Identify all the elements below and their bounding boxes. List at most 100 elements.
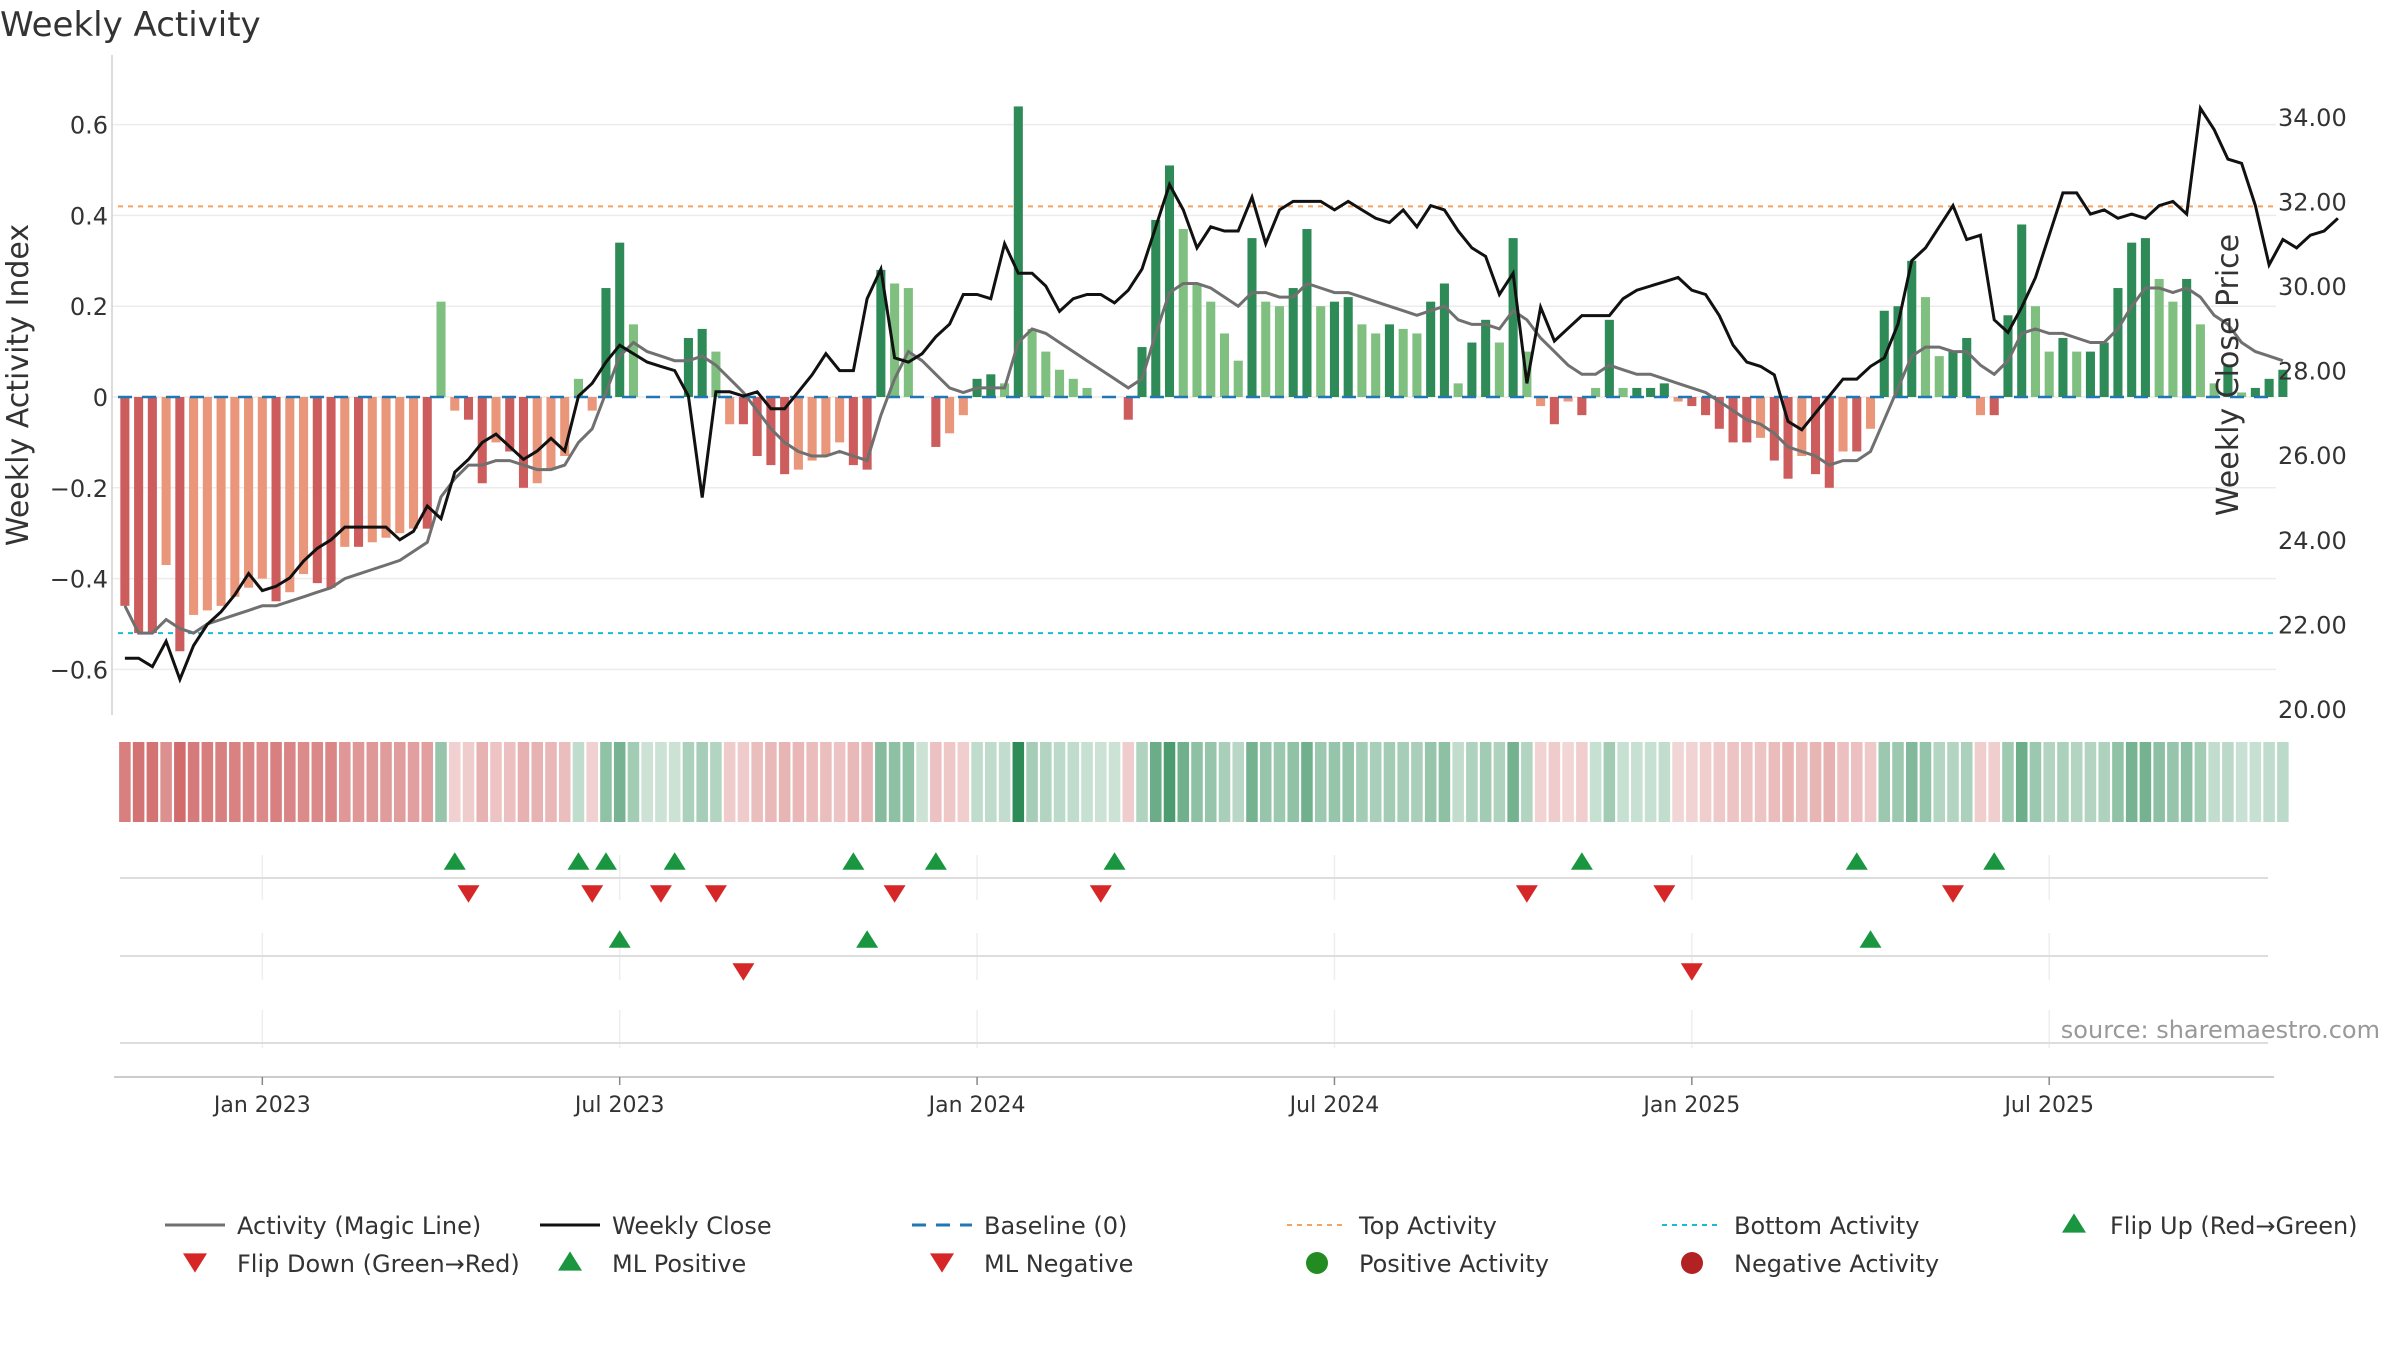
activity-bar-137 [2003,315,2013,397]
heat-cell-147 [2139,742,2152,822]
legend-swatch-flip-down [183,1253,207,1273]
activity-bar-15 [326,397,336,588]
activity-bar-32 [560,397,570,457]
activity-bar-0 [120,397,130,606]
activity-bar-88 [1329,301,1339,397]
heat-cell-121 [1782,742,1794,822]
activity-bar-31 [546,397,556,470]
activity-bar-139 [2030,306,2040,397]
legend-label-2: Baseline (0) [984,1212,1127,1240]
heat-cell-148 [2153,742,2165,822]
heat-cell-21 [407,742,420,822]
heat-cell-35 [600,742,612,822]
activity-bar-111 [1646,387,1656,397]
activity-bar-79 [1206,301,1216,397]
x-tick-label-5: Jul 2025 [2002,1093,2094,1118]
ml-positive-marker [608,930,631,948]
activity-bar-101 [1508,238,1518,397]
activity-bar-149 [2168,301,2178,397]
heat-cell-56 [888,742,901,822]
activity-bar-107 [1591,387,1601,397]
activity-bar-37 [628,324,638,397]
activity-bar-41 [683,337,693,397]
activity-bar-76 [1164,165,1175,397]
right-y-ticks: 34.00 32.00 30.00 28.00 26.00 24.00 22.00 20.00 [2278,104,2347,724]
activity-bar-126 [1852,397,1862,452]
heat-cell-157 [2277,742,2289,822]
activity-bar-54 [862,397,872,470]
flip-up-marker [594,852,617,870]
heat-cell-114 [1686,742,1698,822]
activity-bar-95 [1426,301,1436,397]
legend-item-5: Flip Up (Red→Green) [2062,1212,2358,1240]
heat-cell-124 [1823,742,1836,822]
heat-cell-52 [833,742,846,822]
heat-cell-119 [1754,742,1767,822]
activity-bar-16 [340,397,350,547]
activity-bar-155 [2250,387,2260,397]
heat-cell-62 [971,742,983,822]
activity-bar-61 [958,397,968,416]
activity-bar-42 [697,328,707,397]
activity-bar-127 [1865,397,1876,429]
activity-bar-53 [848,397,858,466]
heat-cell-58 [916,742,928,822]
activity-bar-105 [1563,397,1573,402]
heat-cell-150 [2180,742,2193,822]
heat-cell-81 [1232,742,1245,822]
legend-label-5: Flip Up (Red→Green) [2110,1212,2358,1240]
heat-cell-138 [2015,742,2028,822]
heat-cell-25 [462,742,475,822]
activity-bar-67 [1041,351,1051,397]
heat-cell-134 [1960,742,1973,822]
heat-cell-85 [1287,742,1299,822]
activity-bar-43 [711,351,721,397]
activity-bar-120 [1769,397,1779,461]
activity-bar-77 [1178,229,1188,397]
activity-bar-65 [1013,106,1023,397]
legend: Activity (Magic Line) Weekly Close Baselin… [165,1212,2358,1278]
y2-tick-label-0: 34.00 [2278,104,2347,132]
heat-cell-32 [558,742,571,822]
activity-bar-148 [2154,278,2164,397]
heat-cell-155 [2249,742,2262,822]
activity-bar-82 [1247,238,1257,397]
activity-bar-142 [2072,351,2082,397]
heat-cell-75 [1149,742,1162,822]
activity-bar-154 [2237,392,2247,397]
heat-cell-30 [531,742,544,822]
activity-bar-100 [1494,342,1504,397]
legend-item-2: Baseline (0) [912,1212,1127,1240]
ml-markers-panel [120,930,2268,981]
heat-cell-26 [476,742,489,822]
y2-tick-label-5: 24.00 [2278,527,2347,555]
heat-cell-27 [490,742,502,822]
activity-bar-59 [931,397,941,447]
heat-cell-9 [242,742,255,822]
activity-heat-strip [119,742,2289,822]
activity-bar-151 [2195,324,2205,397]
heat-cell-33 [572,742,585,822]
activity-bar-119 [1756,397,1766,438]
heat-cell-64 [998,742,1011,822]
heat-cell-47 [765,742,777,822]
activity-bar-96 [1439,283,1449,397]
heat-cell-113 [1672,742,1684,822]
heat-cell-16 [339,742,351,822]
heat-cell-44 [723,742,736,822]
flip-up-marker [924,852,947,870]
y2-tick-label-3: 28.00 [2278,358,2347,386]
heat-cell-60 [943,742,956,822]
heat-cell-17 [352,742,365,822]
heat-cell-67 [1040,742,1052,822]
heat-cell-78 [1191,742,1203,822]
legend-swatch-flip-up [2062,1213,2086,1233]
heat-cell-46 [751,742,763,822]
activity-bar-117 [1728,397,1738,443]
activity-bar-129 [1893,306,1903,397]
activity-bar-132 [1934,356,1944,397]
y-axis-label: Weekly Activity Index [1,224,36,546]
y-tick-label-2: 0.2 [70,293,108,321]
heat-cell-103 [1534,742,1547,822]
heat-cell-72 [1108,742,1121,822]
